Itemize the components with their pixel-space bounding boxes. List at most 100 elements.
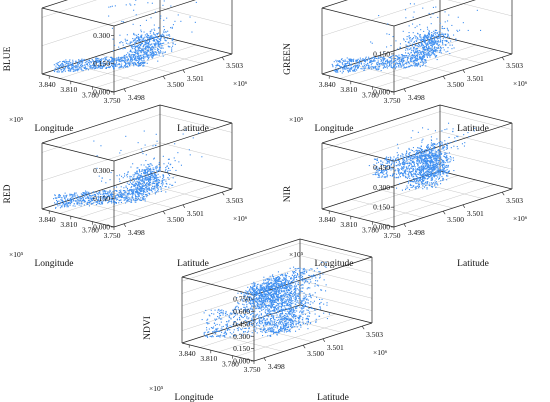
data-point [61,199,63,201]
data-point [378,65,380,67]
data-point [93,62,95,64]
data-point [157,179,159,181]
data-point [343,67,345,69]
data-point [429,165,431,167]
data-point [418,180,420,182]
data-point [62,202,64,204]
data-point [440,183,442,185]
data-point [413,168,415,170]
data-point [126,62,128,64]
data-point [406,166,408,168]
data-point [173,157,175,159]
data-point [147,43,149,45]
data-point [452,128,454,130]
data-point [446,161,448,163]
data-point [59,207,61,209]
data-point [157,50,159,52]
data-point [149,52,151,54]
data-point [449,156,451,158]
data-point [414,155,416,157]
data-point [440,141,442,143]
data-point [382,67,384,69]
data-point [438,31,440,33]
data-point [155,166,157,168]
data-point [427,160,429,162]
data-point [171,184,173,186]
data-point [414,49,416,51]
data-point [383,51,385,53]
data-point [422,47,424,49]
z-tick-label: 0.150 [373,49,390,58]
x-tick-label: 3.780 [82,226,99,235]
data-point [71,67,73,69]
data-point [419,184,421,186]
data-point [160,187,162,189]
data-point [356,64,358,66]
data-point [112,58,114,60]
data-point [122,42,124,44]
data-point [137,55,139,57]
data-point [409,39,411,41]
data-point [368,65,370,67]
data-point [120,61,122,63]
data-point [380,172,382,174]
data-point [129,63,131,65]
data-point [91,203,93,205]
data-point [153,32,155,34]
data-point [159,44,161,46]
data-point [452,157,454,159]
data-point [148,186,150,188]
data-point [136,59,138,61]
data-point [442,33,444,35]
data-point [405,56,407,58]
y-tick-mark [123,223,127,227]
data-point [382,161,384,163]
data-point [435,172,437,174]
data-point [444,140,446,142]
data-point [157,190,159,192]
data-point [114,65,116,67]
data-point [404,166,406,168]
data-point [380,57,382,59]
data-point [396,152,398,154]
data-point [334,69,336,71]
data-point [413,177,415,179]
data-point [98,64,100,66]
data-point [135,192,137,194]
data-point [333,61,335,63]
data-point [73,203,75,205]
data-point [149,54,151,56]
x-tick-label: 3.780 [82,91,99,100]
data-point [122,193,124,195]
data-point [415,59,417,61]
data-point [392,173,394,175]
data-point [145,52,147,54]
data-point [67,67,69,69]
data-point [150,169,152,171]
data-point [376,62,378,64]
data-point [390,65,392,67]
data-point [62,200,64,202]
data-point [63,196,65,198]
data-point [134,194,136,196]
data-point [146,54,148,56]
data-point [160,48,162,50]
data-point [340,66,342,68]
data-point [432,40,434,42]
data-point [395,161,397,163]
data-point [446,128,448,130]
data-point [96,60,98,62]
data-point [105,67,107,69]
data-point [420,52,422,54]
data-point [438,153,440,155]
data-point [122,59,124,61]
data-point [129,180,131,182]
data-point [157,37,159,39]
data-point [126,59,128,61]
data-point [425,171,427,173]
axis-box-edge [159,170,233,190]
data-point [429,37,431,39]
data-point [443,146,445,148]
data-point [390,66,392,68]
data-point [126,198,128,200]
